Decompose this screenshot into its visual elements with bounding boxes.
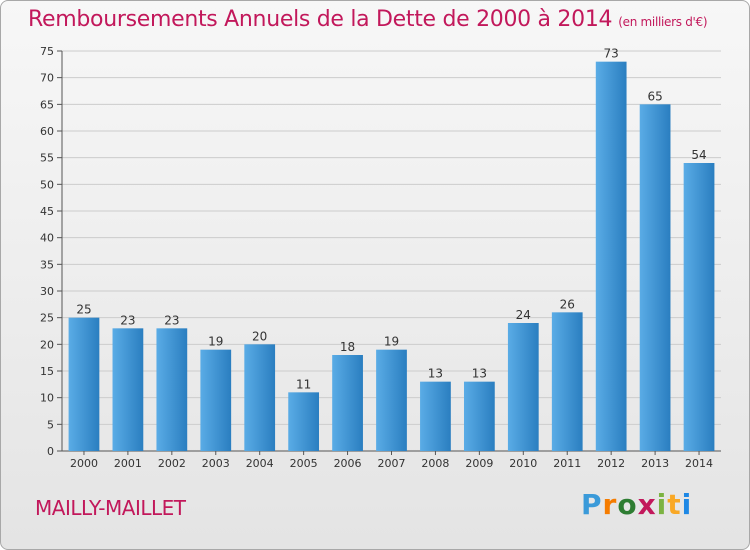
bar xyxy=(68,317,100,451)
y-tick-label: 70 xyxy=(40,72,54,85)
proxiti-logo: Proxiti xyxy=(581,488,692,521)
data-label: 18 xyxy=(340,340,355,354)
x-tick-label: 2009 xyxy=(465,457,493,470)
commune-name: MAILLY-MAILLET xyxy=(35,496,186,520)
bar xyxy=(551,312,583,451)
y-tick-label: 40 xyxy=(40,232,54,245)
bar xyxy=(420,381,451,451)
logo-letter: x xyxy=(637,488,657,521)
x-tick-label: 2012 xyxy=(597,457,625,470)
tick-labels: 0 5 10 15 20 25 30 35 40 45 50 55 60 65 70 75 2000 2001 20… xyxy=(40,45,713,470)
y-tick-label: 0 xyxy=(47,445,54,458)
logo-letter: i xyxy=(681,488,693,521)
x-tick-label: 2014 xyxy=(685,457,713,470)
x-tick-label: 2013 xyxy=(641,457,669,470)
x-tick-label: 2004 xyxy=(246,457,274,470)
bar xyxy=(595,61,627,452)
data-label: 13 xyxy=(428,367,443,381)
y-tick-label: 50 xyxy=(40,178,54,191)
y-tick-label: 15 xyxy=(40,365,54,378)
x-tick-label: 2003 xyxy=(202,457,230,470)
bar xyxy=(200,349,232,451)
data-label: 26 xyxy=(560,297,575,311)
y-tick-label: 30 xyxy=(40,285,54,298)
bar xyxy=(507,323,539,451)
bar xyxy=(639,104,671,451)
y-tick-label: 5 xyxy=(47,418,54,431)
unit-label: (en milliers d'€) xyxy=(618,15,708,29)
x-tick-label: 2011 xyxy=(553,457,581,470)
y-tick-label: 45 xyxy=(40,205,54,218)
y-tick-label: 75 xyxy=(40,45,54,58)
x-tick-label: 2007 xyxy=(378,457,406,470)
title-text: Remboursements Annuels de la Dette de 20… xyxy=(28,7,613,32)
data-label: 23 xyxy=(120,313,135,327)
chart-title: Remboursements Annuels de la Dette de 20… xyxy=(28,7,708,32)
bar xyxy=(156,328,188,451)
data-label: 19 xyxy=(384,335,399,349)
bar xyxy=(376,349,407,451)
y-tick-label: 55 xyxy=(40,152,54,165)
y-tick-label: 25 xyxy=(40,312,54,325)
y-tick-label: 60 xyxy=(40,125,54,138)
bar xyxy=(683,163,715,451)
y-tick-label: 10 xyxy=(40,392,54,405)
logo-letter: o xyxy=(617,488,638,521)
y-tick-label: 65 xyxy=(40,98,54,111)
data-label: 11 xyxy=(296,377,311,391)
x-tick-label: 2008 xyxy=(421,457,449,470)
y-tick-label: 35 xyxy=(40,258,54,271)
data-labels: 25 23 23 19 20 11 18 19 13 13 24 26 73 65 54 xyxy=(76,47,706,392)
bar xyxy=(288,392,320,451)
x-tick-label: 2002 xyxy=(158,457,186,470)
logo-letter: P xyxy=(581,488,603,521)
x-tick-label: 2001 xyxy=(114,457,142,470)
data-label: 23 xyxy=(164,313,179,327)
data-label: 65 xyxy=(647,89,662,103)
data-label: 13 xyxy=(472,367,487,381)
data-label: 19 xyxy=(208,335,223,349)
bar xyxy=(463,381,495,451)
data-label: 24 xyxy=(516,308,531,322)
bars xyxy=(68,61,715,452)
bar xyxy=(244,344,276,451)
bar xyxy=(332,355,363,451)
logo-letter: r xyxy=(602,488,618,521)
x-tick-label: 2005 xyxy=(290,457,318,470)
y-tick-label: 20 xyxy=(40,338,54,351)
data-label: 73 xyxy=(604,47,619,61)
x-tick-label: 2000 xyxy=(70,457,98,470)
logo-letter: i xyxy=(656,488,668,521)
data-label: 20 xyxy=(252,329,267,343)
x-tick-label: 2010 xyxy=(509,457,537,470)
bar xyxy=(112,328,144,451)
logo-letter: t xyxy=(667,488,682,521)
data-label: 25 xyxy=(76,303,91,317)
x-tick-label: 2006 xyxy=(334,457,362,470)
data-label: 54 xyxy=(691,148,706,162)
